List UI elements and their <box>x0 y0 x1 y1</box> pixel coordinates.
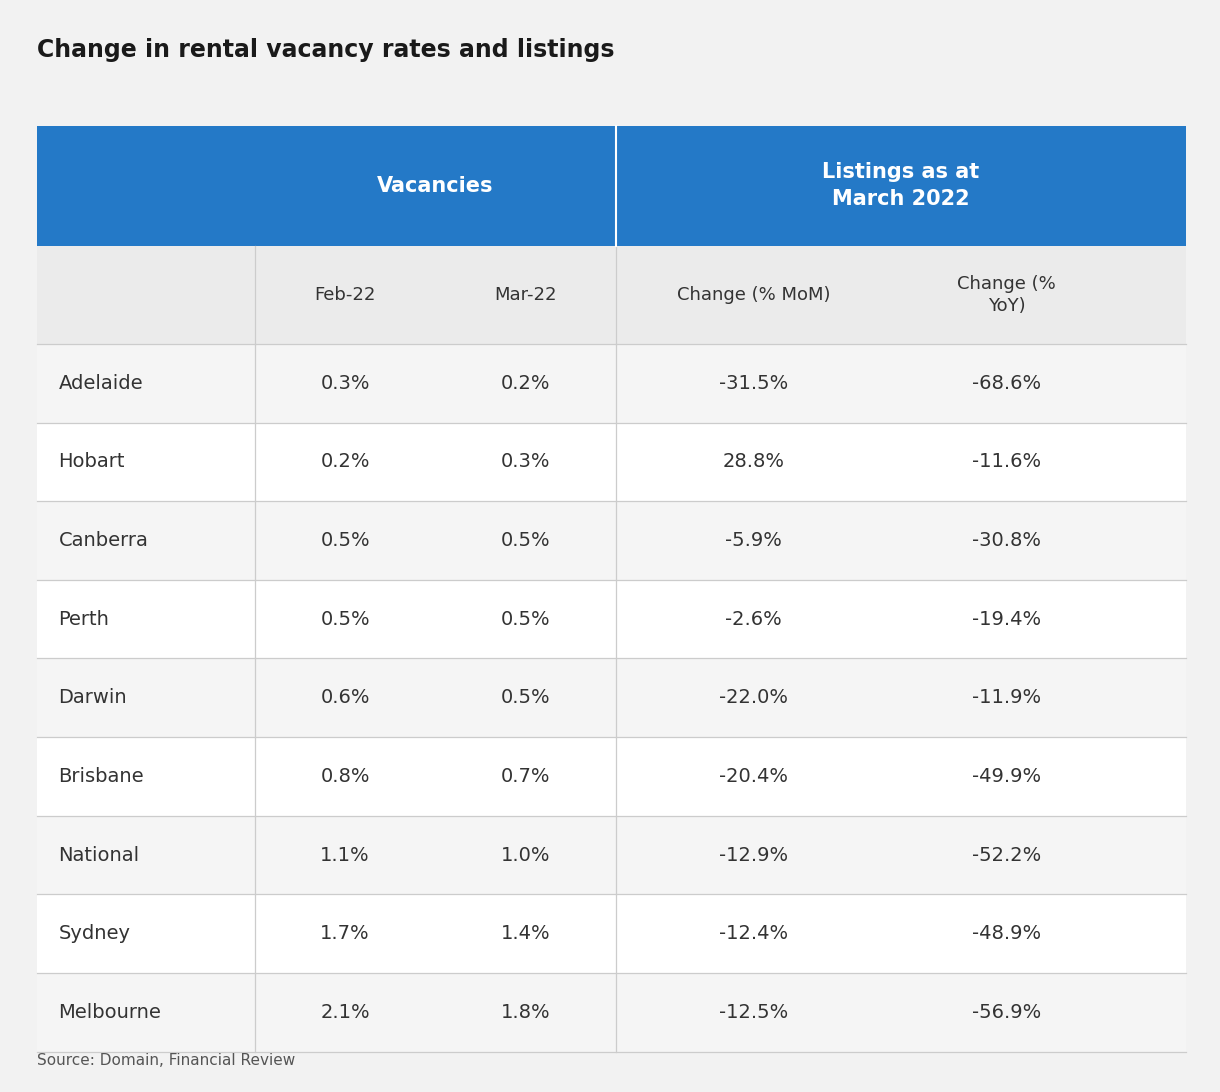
Bar <box>37 246 1186 344</box>
Text: Feb-22: Feb-22 <box>315 286 376 304</box>
Text: 1.1%: 1.1% <box>321 845 370 865</box>
Text: Vacancies: Vacancies <box>377 176 494 195</box>
Text: -30.8%: -30.8% <box>972 531 1041 550</box>
Text: Source: Domain, Financial Review: Source: Domain, Financial Review <box>37 1053 295 1068</box>
Text: 0.3%: 0.3% <box>501 452 550 472</box>
Text: 0.5%: 0.5% <box>321 531 370 550</box>
Text: -56.9%: -56.9% <box>972 1002 1041 1022</box>
Text: -20.4%: -20.4% <box>720 767 788 786</box>
Bar <box>37 658 1186 737</box>
Text: 2.1%: 2.1% <box>321 1002 370 1022</box>
Text: -49.9%: -49.9% <box>972 767 1041 786</box>
Bar <box>37 344 1186 423</box>
Text: 1.0%: 1.0% <box>501 845 550 865</box>
Text: 0.2%: 0.2% <box>321 452 370 472</box>
Text: Adelaide: Adelaide <box>59 373 143 393</box>
Text: 28.8%: 28.8% <box>722 452 784 472</box>
Text: Change (%
YoY): Change (% YoY) <box>958 275 1057 314</box>
Text: -5.9%: -5.9% <box>725 531 782 550</box>
Text: 1.4%: 1.4% <box>500 924 550 943</box>
Text: Change in rental vacancy rates and listings: Change in rental vacancy rates and listi… <box>37 38 614 62</box>
Text: 0.5%: 0.5% <box>321 609 370 629</box>
Text: -19.4%: -19.4% <box>972 609 1041 629</box>
Text: 0.7%: 0.7% <box>501 767 550 786</box>
Text: Darwin: Darwin <box>59 688 127 708</box>
Text: 0.2%: 0.2% <box>501 373 550 393</box>
Text: -11.6%: -11.6% <box>972 452 1041 472</box>
Text: 0.5%: 0.5% <box>500 688 550 708</box>
Text: -31.5%: -31.5% <box>719 373 788 393</box>
Text: 0.5%: 0.5% <box>500 531 550 550</box>
Text: -48.9%: -48.9% <box>972 924 1041 943</box>
Bar <box>37 816 1186 894</box>
Bar <box>37 126 1186 246</box>
Text: 1.8%: 1.8% <box>500 1002 550 1022</box>
Text: -12.4%: -12.4% <box>719 924 788 943</box>
Text: National: National <box>59 845 139 865</box>
Text: -12.9%: -12.9% <box>719 845 788 865</box>
Bar <box>37 894 1186 973</box>
Bar <box>37 580 1186 658</box>
Text: Hobart: Hobart <box>59 452 126 472</box>
Text: -68.6%: -68.6% <box>972 373 1041 393</box>
Text: -12.5%: -12.5% <box>719 1002 788 1022</box>
Text: 0.3%: 0.3% <box>321 373 370 393</box>
Text: Listings as at
March 2022: Listings as at March 2022 <box>822 163 980 209</box>
Text: 0.5%: 0.5% <box>500 609 550 629</box>
Text: -11.9%: -11.9% <box>972 688 1041 708</box>
Text: Change (% MoM): Change (% MoM) <box>677 286 831 304</box>
Text: Mar-22: Mar-22 <box>494 286 556 304</box>
Text: 0.6%: 0.6% <box>321 688 370 708</box>
Text: Perth: Perth <box>59 609 110 629</box>
Bar <box>37 501 1186 580</box>
Text: -2.6%: -2.6% <box>726 609 782 629</box>
Bar <box>37 737 1186 816</box>
Text: 1.7%: 1.7% <box>321 924 370 943</box>
Text: Canberra: Canberra <box>59 531 149 550</box>
Text: -52.2%: -52.2% <box>972 845 1041 865</box>
Text: Melbourne: Melbourne <box>59 1002 161 1022</box>
Bar <box>37 973 1186 1052</box>
Text: 0.8%: 0.8% <box>321 767 370 786</box>
Text: Sydney: Sydney <box>59 924 131 943</box>
Text: Brisbane: Brisbane <box>59 767 144 786</box>
Bar <box>37 423 1186 501</box>
Text: -22.0%: -22.0% <box>720 688 788 708</box>
